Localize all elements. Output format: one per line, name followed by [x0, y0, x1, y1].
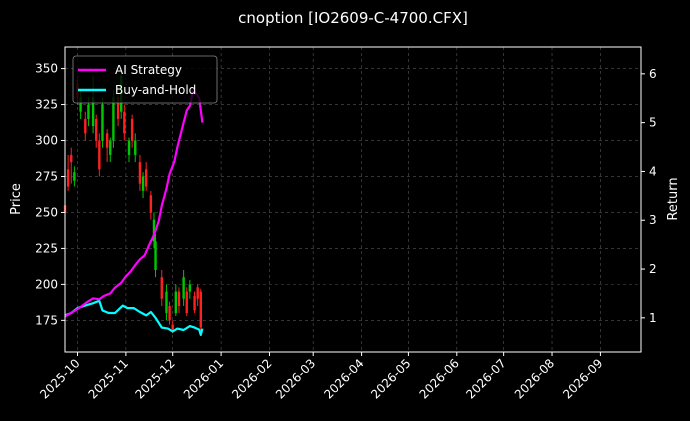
candle-body: [101, 104, 104, 141]
candle-body: [144, 169, 148, 187]
candle-body: [160, 277, 163, 299]
candle-body: [66, 169, 70, 187]
candle-body: [109, 140, 112, 155]
left-y-tick-label: 250: [35, 205, 58, 219]
right-y-tick-label: 4: [649, 164, 657, 178]
candle-body: [171, 324, 174, 331]
left-y-tick-label: 275: [35, 169, 58, 183]
right-y-tick-label: 5: [649, 116, 657, 130]
chart-title: cnoption [IO2609-C-4700.CFX]: [238, 9, 468, 27]
candle-body: [98, 140, 101, 170]
candle-body: [123, 111, 126, 134]
right-y-tick-label: 1: [649, 311, 657, 325]
ai-strategy-line: [64, 89, 204, 318]
left-y-tick-label: 225: [35, 241, 58, 255]
candle-body: [182, 277, 185, 299]
legend-label: AI Strategy: [115, 63, 182, 77]
candle-body: [87, 104, 90, 119]
right-y-tick-label: 3: [649, 213, 657, 227]
candle-body: [185, 291, 188, 314]
series-lines: [64, 89, 204, 336]
left-y-tick-label: 200: [35, 277, 58, 291]
left-y-tick-label: 300: [35, 134, 58, 148]
right-axis-label: Return: [666, 177, 681, 220]
buy-and-hold-line: [64, 299, 204, 336]
legend-label: Buy-and-Hold: [115, 83, 196, 97]
candle-body: [154, 241, 157, 270]
legend: AI Strategy Buy-and-Hold: [72, 55, 218, 104]
left-axis-label: Price: [9, 183, 24, 215]
candle-body: [91, 97, 95, 127]
candle-body: [130, 118, 134, 141]
left-y-tick-label: 325: [35, 98, 58, 112]
candle-body: [199, 291, 203, 328]
candle-body: [188, 284, 192, 292]
candle-body: [95, 118, 98, 141]
left-y-tick-label: 350: [35, 62, 58, 76]
right-y-tick-label: 6: [649, 67, 657, 81]
left-y-tick-label: 175: [35, 313, 58, 327]
candle-body: [177, 291, 181, 306]
candle-body: [196, 287, 199, 299]
candle-body: [174, 291, 178, 314]
candle-body: [141, 176, 145, 191]
candle-body: [134, 140, 137, 155]
candle-body: [127, 140, 131, 155]
candle-body: [73, 172, 76, 181]
plot-frame: [64, 46, 642, 353]
candle-body: [193, 295, 196, 311]
candle-body: [112, 97, 115, 141]
candle-body: [70, 154, 73, 163]
candle-body: [79, 97, 82, 112]
right-y-tick-label: 2: [649, 262, 657, 276]
candle-body: [168, 305, 171, 321]
candle-body: [84, 118, 87, 134]
candle-body: [138, 162, 142, 184]
candle-body: [116, 97, 120, 119]
candle-body: [165, 291, 168, 314]
legend-box: [72, 55, 218, 104]
candle-body: [152, 219, 156, 242]
candle-body: [105, 133, 109, 148]
candle-body: [149, 195, 153, 213]
